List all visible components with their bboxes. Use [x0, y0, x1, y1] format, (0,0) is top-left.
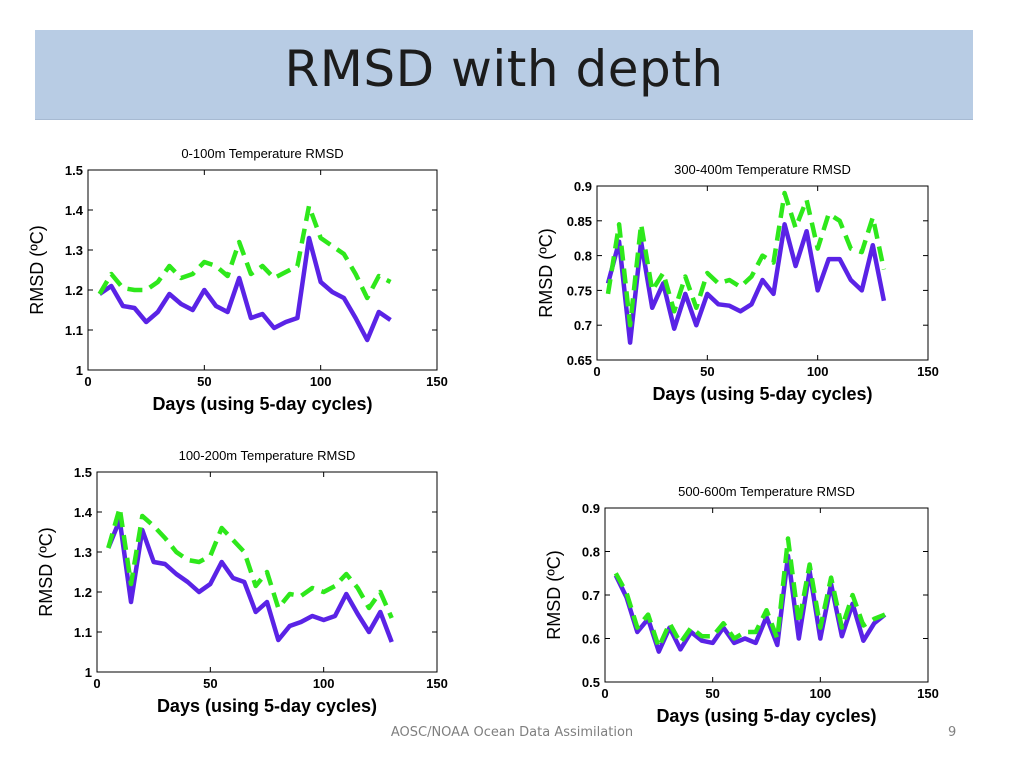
x-axis-label: Days (using 5-day cycles)	[152, 394, 372, 414]
y-tick-label: 0.65	[567, 353, 592, 368]
x-axis-label: Days (using 5-day cycles)	[656, 706, 876, 726]
chart-300-400m: 300-400m Temperature RMSD 0 50 100 150 0.65 0.…	[536, 162, 939, 404]
series-line-dashed	[106, 505, 394, 619]
y-tick-label: 1.2	[74, 585, 92, 600]
plot-frame	[604, 507, 929, 683]
x-tick-label: 0	[593, 364, 600, 379]
y-tick-label: 0.9	[582, 501, 600, 516]
x-axis-label: Days (using 5-day cycles)	[157, 696, 377, 716]
x-tick-label: 50	[203, 676, 217, 691]
y-tick-label: 0.9	[574, 179, 592, 194]
x-tick-label: 50	[197, 374, 211, 389]
x-tick-label: 150	[426, 374, 448, 389]
y-tick-label: 1.1	[74, 625, 92, 640]
chart-0-100m: 0-100m Temperature RMSD 0 50 100 150 1 1.1 1.2 1…	[27, 146, 448, 414]
chart-title: 300-400m Temperature RMSD	[674, 162, 851, 177]
slide-title-bar: RMSD with depth	[35, 30, 973, 120]
y-tick-label: 1.5	[65, 163, 83, 178]
series-line-solid	[605, 222, 887, 345]
y-tick-label: 1.3	[65, 243, 83, 258]
y-tick-label: 1.2	[65, 283, 83, 298]
y-tick-label: 1.3	[74, 545, 92, 560]
chart-title: 500-600m Temperature RMSD	[678, 484, 855, 499]
series-line-dashed	[605, 190, 887, 328]
x-tick-label: 100	[809, 686, 831, 701]
y-tick-label: 0.8	[582, 545, 600, 560]
y-axis-label: RMSD (ºC)	[536, 228, 556, 318]
x-tick-label: 100	[310, 374, 332, 389]
x-tick-label: 0	[601, 686, 608, 701]
x-tick-label: 100	[807, 364, 829, 379]
plot-frame	[96, 471, 438, 673]
y-tick-label: 1.4	[74, 505, 93, 520]
x-tick-label: 50	[705, 686, 719, 701]
y-tick-label: 0.7	[574, 318, 592, 333]
y-tick-label: 1.4	[65, 203, 84, 218]
y-tick-label: 1	[85, 665, 92, 680]
page-number: 9	[948, 725, 957, 740]
y-tick-label: 0.8	[574, 249, 592, 264]
y-tick-label: 1.1	[65, 323, 83, 338]
plot-frame	[87, 169, 438, 371]
x-tick-label: 150	[426, 676, 448, 691]
plot-frame	[596, 185, 929, 361]
series-line-dashed	[613, 536, 886, 650]
y-tick-label: 1.5	[74, 465, 92, 480]
x-tick-label: 0	[93, 676, 100, 691]
series-line-solid	[106, 517, 394, 643]
y-tick-label: 0.6	[582, 632, 600, 647]
x-tick-label: 150	[917, 364, 939, 379]
x-axis-label: Days (using 5-day cycles)	[652, 384, 872, 404]
series-line-solid	[98, 235, 392, 343]
x-tick-label: 100	[313, 676, 335, 691]
chart-500-600m: 500-600m Temperature RMSD 0 50 100 150 0.5 0.6…	[544, 484, 939, 726]
chart-title: 100-200m Temperature RMSD	[179, 448, 356, 463]
y-axis-label: RMSD (ºC)	[27, 225, 47, 315]
chart-title: 0-100m Temperature RMSD	[181, 146, 343, 161]
y-tick-label: 0.5	[582, 675, 600, 690]
footer-text: AOSC/NOAA Ocean Data Assimilation	[390, 725, 634, 740]
y-axis-label: RMSD (ºC)	[36, 527, 56, 617]
y-tick-label: 1	[76, 363, 83, 378]
x-tick-label: 150	[917, 686, 939, 701]
slide-title: RMSD with depth	[284, 40, 724, 98]
y-axis-label: RMSD (ºC)	[544, 550, 564, 640]
chart-100-200m: 100-200m Temperature RMSD 0 50 100 150 1 1.1 1.…	[36, 448, 448, 716]
series-line-dashed	[97, 203, 392, 301]
x-tick-label: 50	[700, 364, 714, 379]
y-tick-label: 0.75	[567, 283, 592, 298]
y-tick-label: 0.7	[582, 588, 600, 603]
x-tick-label: 0	[84, 374, 91, 389]
y-tick-label: 0.85	[567, 214, 592, 229]
